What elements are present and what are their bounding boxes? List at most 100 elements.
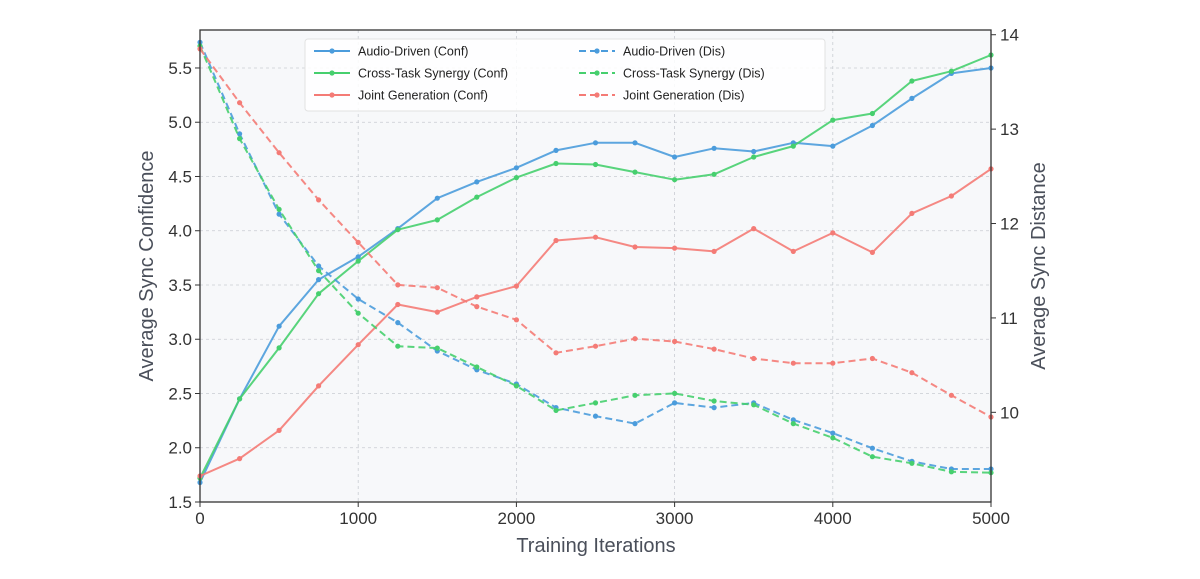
data-point <box>751 402 757 408</box>
data-point <box>632 140 638 146</box>
legend-marker <box>594 92 600 98</box>
legend-marker <box>594 70 600 76</box>
data-point <box>869 355 876 362</box>
data-point <box>276 150 282 156</box>
data-point <box>474 179 480 185</box>
data-point <box>869 445 876 451</box>
data-point <box>711 248 717 254</box>
legend-label: Cross-Task Synergy (Dis) <box>623 67 765 81</box>
right-tick-label: 11 <box>1000 309 1018 328</box>
x-axis-title: Training Iterations <box>516 535 675 557</box>
data-point <box>711 145 717 151</box>
data-point <box>355 254 361 260</box>
data-point <box>395 282 401 288</box>
data-point <box>672 390 678 396</box>
data-point <box>948 392 955 398</box>
x-tick-label: 4000 <box>814 509 852 528</box>
data-point <box>434 285 440 291</box>
data-point <box>948 68 955 74</box>
data-point <box>316 263 322 269</box>
data-point <box>553 147 559 153</box>
legend-label: Audio-Driven (Dis) <box>623 45 725 59</box>
x-tick-label: 2000 <box>497 509 535 528</box>
data-point <box>751 148 757 155</box>
plot-frame <box>199 29 992 503</box>
left-tick-label: 5.0 <box>168 113 192 132</box>
right-axis-title: Average Sync Distance <box>1028 162 1050 370</box>
data-point <box>276 345 282 351</box>
data-point <box>909 460 915 466</box>
data-point <box>553 407 559 413</box>
data-point <box>830 230 836 236</box>
data-point <box>553 237 559 244</box>
data-point <box>632 392 638 398</box>
data-point <box>632 169 638 175</box>
data-point <box>869 122 876 129</box>
data-point <box>316 197 322 203</box>
right-tick-label: 10 <box>1000 403 1019 422</box>
data-point <box>711 398 717 404</box>
data-point <box>474 194 480 200</box>
data-point <box>830 360 836 366</box>
data-point <box>632 244 638 250</box>
x-tick-label: 5000 <box>972 509 1010 528</box>
data-point <box>790 248 796 254</box>
data-point <box>316 268 322 274</box>
legend-label: Audio-Driven (Conf) <box>358 45 468 59</box>
data-point <box>513 383 520 389</box>
data-point <box>751 226 757 232</box>
data-point <box>474 304 480 310</box>
data-point <box>869 110 876 117</box>
data-point <box>790 417 796 423</box>
data-point <box>830 143 836 149</box>
data-point <box>355 239 361 245</box>
legend-marker <box>594 48 600 54</box>
data-point <box>948 193 955 199</box>
data-point <box>830 117 836 123</box>
data-point <box>790 421 796 427</box>
left-tick-label: 5.5 <box>168 59 192 78</box>
data-point <box>276 323 282 329</box>
data-point <box>395 343 401 349</box>
data-point <box>632 336 638 342</box>
data-point <box>869 249 876 255</box>
data-point <box>830 430 836 436</box>
data-point <box>751 154 757 160</box>
data-point <box>672 177 678 183</box>
data-point <box>592 400 599 406</box>
data-point <box>474 364 480 370</box>
data-point <box>909 210 915 216</box>
data-point <box>237 131 243 137</box>
data-point <box>474 294 480 300</box>
data-point <box>869 454 876 460</box>
left-tick-label: 2.0 <box>168 439 192 458</box>
data-point <box>830 435 836 441</box>
data-point <box>395 227 401 233</box>
data-point <box>276 211 282 217</box>
ticks-layer: 0 1000 2000 3000 4000 5000 1.5 2.0 2.5 3.0 3.5 4.0 4… <box>168 26 1019 528</box>
data-point <box>672 245 678 251</box>
data-point <box>592 413 599 419</box>
right-tick-label: 14 <box>1000 26 1019 45</box>
legend-marker <box>329 92 335 98</box>
left-tick-label: 4.5 <box>168 167 192 186</box>
data-point <box>237 456 243 462</box>
data-point <box>513 165 520 171</box>
right-tick-label: 12 <box>1000 215 1019 234</box>
data-point <box>316 291 322 297</box>
left-tick-label: 3.5 <box>168 276 192 295</box>
legend: Audio-Driven (Conf) Cross-Task Synergy (C… <box>304 38 826 112</box>
data-point <box>711 346 717 352</box>
x-tick-label: 3000 <box>656 509 694 528</box>
data-point <box>237 136 243 142</box>
data-point <box>395 301 401 308</box>
data-point <box>632 421 638 427</box>
left-tick-label: 2.5 <box>168 384 192 403</box>
legend-marker <box>329 70 335 76</box>
data-point <box>553 350 559 356</box>
data-point <box>751 355 757 362</box>
data-point <box>434 217 440 223</box>
data-point <box>592 140 599 146</box>
data-point <box>355 258 361 264</box>
